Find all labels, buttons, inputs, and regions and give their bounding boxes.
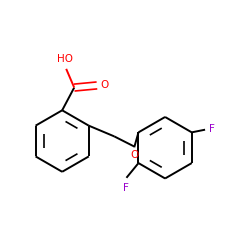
Text: O: O	[130, 150, 138, 160]
Text: HO: HO	[57, 54, 73, 64]
Text: F: F	[123, 182, 129, 192]
Text: F: F	[208, 124, 214, 134]
Text: O: O	[100, 80, 109, 90]
